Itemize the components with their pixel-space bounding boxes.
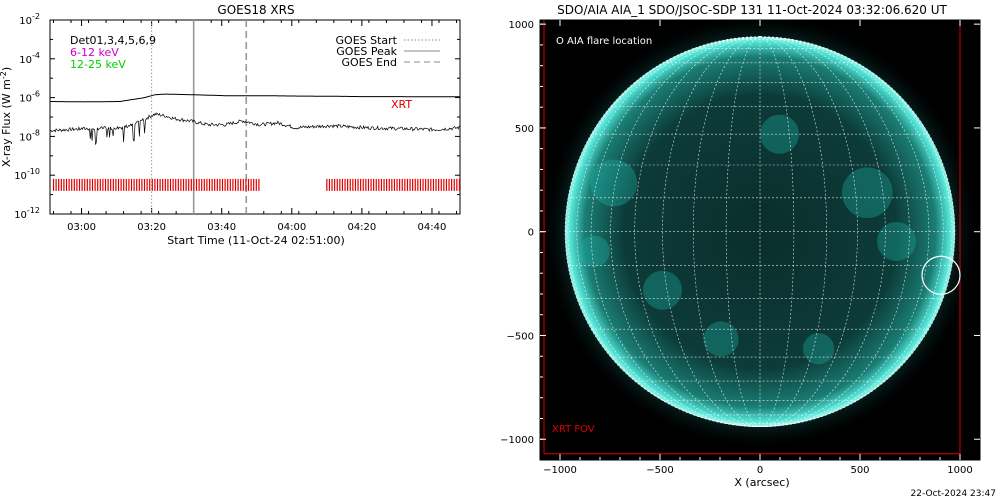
- legend-goes-start: GOES Start: [336, 34, 398, 47]
- active-region: [802, 333, 835, 365]
- xrt-fov-box: [543, 20, 961, 455]
- goes-xrs-chart: GOES18 XRS 10-2 10-4 10-6 10-8 10-10 10-12 03…: [0, 3, 461, 247]
- y-tick-label: 10-10: [14, 167, 40, 182]
- longitude-line: [759, 36, 827, 427]
- longitude-line: [576, 36, 761, 427]
- x-tick-label: 04:20: [347, 222, 376, 233]
- flare-legend: O AIA flare location: [556, 36, 652, 47]
- longitude-line: [662, 36, 761, 427]
- x-tick-label: 03:40: [207, 222, 236, 233]
- flux-series: [49, 93, 461, 145]
- solar-disk: [565, 36, 955, 427]
- y-axis-label: X-ray Flux (W m-2): [0, 67, 13, 167]
- image-x-tick-label: −1000: [543, 465, 577, 476]
- active-region: [578, 235, 610, 267]
- heliographic-grid: [564, 36, 956, 427]
- solar-image: [541, 20, 979, 455]
- image-x-tick-label: 500: [850, 465, 869, 476]
- image-x-tick-label: −500: [646, 465, 673, 476]
- active-region: [590, 159, 638, 207]
- image-x-axis-label: X (arcsec): [734, 476, 789, 489]
- image-title: SDO/AIA AIA_1 SDO/JSOC-SDP 131 11-Oct-20…: [557, 3, 947, 17]
- active-region: [877, 221, 916, 261]
- active-region: [703, 321, 739, 357]
- longitude-line: [610, 36, 761, 427]
- longitude-line: [725, 36, 761, 427]
- longitude-line: [634, 36, 761, 427]
- footer-timestamp: 22-Oct-2024 23:47: [911, 489, 996, 499]
- image-x-tick-label: 0: [757, 465, 763, 476]
- image-axis-ticks: −1000 −500 0 500 1000 1000 500 0 −500 −1000: [500, 20, 980, 476]
- y-tick-label: 10-8: [19, 128, 40, 143]
- y-tick-labels: 10-2 10-4 10-6 10-8 10-10 10-12: [14, 12, 40, 221]
- longitude-line: [591, 36, 761, 427]
- image-y-tick-label: −1000: [500, 435, 534, 446]
- x-tick-label: 04:40: [418, 222, 447, 233]
- longitude-line: [759, 36, 929, 427]
- axis-ticks: [50, 19, 460, 215]
- x-tick-label: 03:20: [137, 222, 166, 233]
- longitude-line: [759, 36, 944, 427]
- active-region: [841, 167, 893, 219]
- image-y-tick-label: 0: [528, 228, 534, 239]
- x-tick-label: 04:00: [277, 222, 306, 233]
- longitude-line: [567, 36, 761, 427]
- image-x-tick-label: 1000: [947, 465, 972, 476]
- longitude-line: [759, 36, 795, 427]
- image-y-tick-label: 1000: [509, 20, 534, 31]
- longitude-line: [759, 36, 858, 427]
- y-tick-label: 10-6: [19, 90, 40, 105]
- longitude-line: [759, 36, 886, 427]
- legend-6-12kev: 6-12 keV: [70, 46, 119, 59]
- longitude-line: [759, 36, 910, 427]
- legend-goes-end: GOES End: [341, 56, 397, 69]
- x-tick-label: 03:00: [67, 222, 96, 233]
- chart-title: GOES18 XRS: [217, 3, 294, 17]
- xrt-label: XRT: [391, 98, 412, 111]
- x-axis-label: Start Time (11-Oct-24 02:51:00): [167, 234, 345, 247]
- x-tick-labels: 03:00 03:20 03:40 04:00 04:20 04:40: [67, 222, 446, 233]
- y-tick-label: 10-4: [19, 51, 40, 66]
- longitude-line: [759, 36, 953, 427]
- active-region: [643, 270, 682, 310]
- series-line-goes: [50, 93, 460, 103]
- fov-label: XRT FOV: [552, 424, 595, 435]
- image-y-tick-label: 500: [515, 124, 534, 135]
- longitude-line: [693, 36, 761, 427]
- y-tick-label: 10-2: [19, 12, 40, 27]
- aia-image-panel: SDO/AIA AIA_1 SDO/JSOC-SDP 131 11-Oct-20…: [500, 3, 981, 489]
- legend-12-25kev: 12-25 keV: [70, 58, 126, 71]
- y-tick-label: 10-12: [14, 206, 40, 221]
- flare-location-marker: [921, 255, 961, 295]
- legend-goes-peak: GOES Peak: [336, 45, 397, 58]
- image-y-tick-label: −500: [507, 331, 534, 342]
- xrt-coverage-ticks: [52, 178, 461, 191]
- legend-detectors: Det01,3,4,5,6,9: [70, 34, 156, 47]
- series-line-lower: [49, 112, 461, 145]
